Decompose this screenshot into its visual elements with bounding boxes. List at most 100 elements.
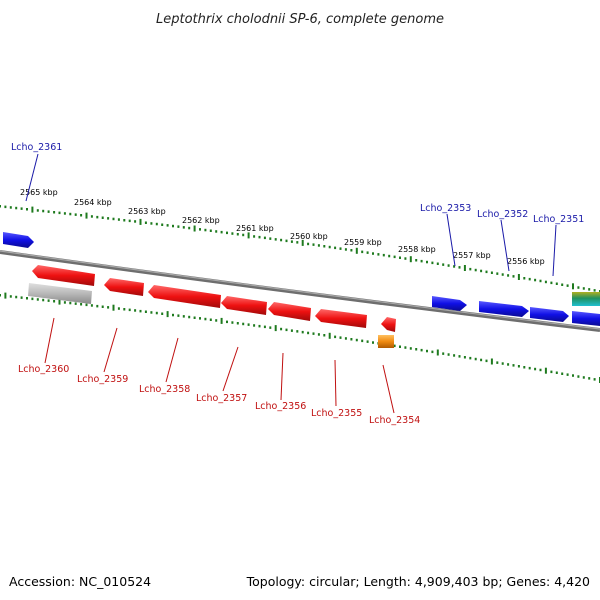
scale-label: 2562 kbp [182, 216, 220, 225]
gene-arrow-lcho-2351[interactable] [530, 307, 569, 322]
minor-tick [209, 318, 212, 321]
minor-tick [507, 363, 510, 366]
major-tick [112, 304, 115, 311]
minor-tick [166, 224, 169, 227]
minor-tick [350, 249, 353, 252]
minor-tick [128, 308, 131, 312]
pseudogene-feature[interactable] [28, 283, 92, 304]
minor-tick [90, 215, 93, 218]
minor-tick [9, 295, 12, 298]
minor-tick [388, 254, 391, 258]
gene-label[interactable]: Lcho_2351 [533, 214, 584, 225]
minor-tick [247, 323, 250, 326]
minor-tick [199, 317, 201, 320]
minor-tick [80, 214, 83, 217]
major-tick [193, 225, 196, 232]
gene-label[interactable]: Lcho_2359 [77, 374, 128, 385]
gene-label[interactable]: Lcho_2357 [196, 393, 247, 404]
minor-tick [344, 337, 347, 340]
minor-tick [312, 243, 315, 246]
minor-tick [312, 332, 315, 335]
gene-labels-forward: Lcho_2361 Lcho_2353 Lcho_2352 Lcho_2351 [11, 142, 584, 225]
minor-tick [431, 350, 434, 354]
minor-tick [177, 225, 180, 228]
gene-arrow-lcho-2360[interactable] [32, 265, 95, 286]
gene-arrow-lcho-2352[interactable] [479, 301, 529, 317]
minor-tick [258, 324, 261, 328]
minor-tick [15, 295, 18, 299]
minor-tick [328, 245, 331, 249]
minor-tick [242, 322, 245, 326]
minor-tick [128, 219, 131, 223]
gene-label[interactable]: Lcho_2361 [11, 142, 62, 153]
gene-arrow-lcho-2356[interactable] [268, 302, 311, 321]
gene-label[interactable]: Lcho_2358 [139, 384, 190, 395]
minor-tick [344, 248, 347, 251]
major-tick [166, 311, 169, 318]
gene-label[interactable]: Lcho_2355 [311, 408, 362, 419]
genome-summary-text: Topology: circular; Length: 4,909,403 bp… [246, 574, 590, 589]
minor-tick [361, 339, 364, 343]
minor-tick [582, 376, 585, 379]
minor-tick [172, 313, 174, 317]
minor-tick [561, 283, 564, 286]
minor-tick [155, 311, 158, 315]
major-tick [409, 256, 412, 263]
minor-tick [112, 217, 115, 221]
gene-arrow-lcho-2353[interactable] [432, 296, 467, 311]
minor-tick [285, 328, 288, 332]
minor-tick [258, 235, 261, 239]
minor-tick [0, 205, 1, 208]
minor-tick [26, 297, 28, 300]
minor-tick [31, 297, 34, 301]
map-title: Leptothrix cholodnii SP-6, complete geno… [156, 12, 444, 27]
minor-tick [317, 333, 320, 336]
rna-feature[interactable] [378, 335, 394, 348]
gene-arrow-offscreen[interactable] [572, 311, 600, 326]
minor-tick [231, 321, 234, 324]
gene-arrow-lcho-2361[interactable] [3, 232, 34, 248]
minor-tick [382, 253, 385, 257]
scale-label: 2564 kbp [74, 198, 112, 207]
minor-tick [42, 209, 45, 213]
minor-tick [123, 308, 126, 311]
minor-tick [242, 233, 245, 237]
minor-tick [588, 377, 591, 380]
gene-label[interactable]: Lcho_2356 [255, 401, 306, 412]
gene-label[interactable]: Lcho_2353 [420, 203, 471, 214]
scale-label: 2559 kbp [344, 238, 382, 247]
rna-feature-offscreen[interactable] [572, 292, 600, 306]
minor-tick [420, 348, 423, 352]
minor-tick [172, 224, 174, 228]
minor-tick [20, 207, 23, 210]
major-tick [31, 206, 34, 213]
minor-tick [415, 348, 418, 351]
minor-tick [15, 206, 18, 210]
minor-tick [96, 215, 99, 219]
minor-tick [523, 366, 526, 369]
gene-arrow-lcho-2355[interactable] [315, 309, 367, 328]
minor-tick [463, 356, 466, 359]
minor-tick [42, 298, 45, 302]
minor-tick [74, 302, 77, 305]
minor-tick [269, 237, 272, 240]
minor-tick [280, 327, 283, 331]
minor-tick [36, 209, 39, 212]
minor-tick [447, 264, 450, 267]
minor-tick [4, 205, 7, 209]
minor-tick [334, 246, 337, 250]
minor-tick [161, 223, 164, 226]
gene-label[interactable]: Lcho_2360 [18, 364, 69, 375]
minor-tick [236, 322, 239, 325]
gene-arrow-lcho-2358[interactable] [148, 285, 221, 308]
gene-arrow-lcho-2354[interactable] [381, 317, 396, 332]
gene-label[interactable]: Lcho_2354 [369, 415, 420, 426]
gene-arrow-lcho-2359[interactable] [104, 278, 144, 296]
minor-tick [577, 375, 580, 378]
gene-arrow-lcho-2357[interactable] [221, 296, 267, 315]
minor-tick [58, 211, 61, 215]
minor-tick [496, 272, 499, 275]
minor-tick [415, 259, 418, 262]
gene-label[interactable]: Lcho_2352 [477, 209, 528, 220]
minor-tick [534, 367, 537, 371]
